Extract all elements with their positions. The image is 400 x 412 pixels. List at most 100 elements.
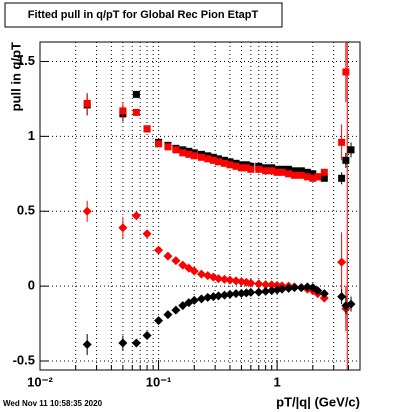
marker (254, 279, 264, 289)
marker (273, 168, 281, 176)
marker (296, 283, 306, 293)
marker (297, 167, 305, 175)
marker (143, 125, 151, 133)
marker (225, 275, 235, 285)
marker (196, 269, 206, 279)
marker (309, 170, 317, 178)
y-tick-label: -0.5 (13, 352, 35, 367)
marker (190, 152, 198, 160)
marker (284, 283, 294, 293)
marker (178, 260, 188, 270)
marker (303, 168, 311, 176)
marker (289, 283, 299, 293)
marker (231, 276, 241, 286)
marker (302, 282, 312, 292)
marker (155, 140, 163, 148)
marker (320, 174, 328, 182)
y-tick-label: 1 (28, 128, 35, 143)
marker (338, 138, 346, 146)
marker (118, 223, 128, 233)
marker (342, 156, 350, 164)
marker (232, 162, 240, 170)
marker (154, 316, 164, 326)
marker (213, 291, 223, 301)
plot-frame (39, 41, 361, 371)
marker (185, 150, 193, 158)
marker (285, 170, 293, 178)
marker (82, 340, 92, 350)
marker (319, 289, 329, 299)
marker (347, 146, 355, 154)
marker (196, 294, 206, 304)
marker (189, 295, 199, 305)
marker (261, 286, 271, 296)
y-axis-label: pull in q/pT (8, 42, 23, 111)
marker (197, 153, 205, 161)
marker (338, 174, 346, 182)
title-box (4, 2, 283, 28)
marker (342, 68, 350, 76)
marker (290, 171, 298, 179)
marker (214, 158, 222, 166)
marker (320, 168, 328, 176)
x-tick-label: 1 (274, 374, 281, 389)
marker (83, 99, 91, 107)
marker (154, 245, 164, 255)
marker (171, 305, 181, 315)
x-tick-label: 10⁻² (27, 374, 53, 389)
marker (297, 171, 305, 179)
marker (247, 165, 255, 173)
marker (131, 211, 141, 221)
marker (142, 229, 152, 239)
marker (242, 164, 250, 172)
marker (220, 274, 230, 284)
marker (313, 286, 323, 296)
marker (226, 161, 234, 169)
marker (314, 173, 322, 181)
footer-date: Wed Nov 11 10:58:35 2020 (3, 399, 103, 408)
marker (267, 286, 277, 296)
y-tick-label: 1.5 (17, 53, 35, 68)
marker (303, 173, 311, 181)
marker (118, 338, 128, 348)
marker (221, 159, 229, 167)
marker (246, 287, 256, 297)
marker (285, 165, 293, 173)
marker (337, 257, 347, 267)
marker (204, 155, 212, 163)
marker (268, 167, 276, 175)
marker (278, 168, 286, 176)
marker (254, 287, 264, 297)
marker (209, 156, 217, 164)
marker (290, 167, 298, 175)
marker (132, 108, 140, 116)
marker (178, 301, 188, 311)
marker (225, 289, 235, 299)
marker (309, 174, 317, 182)
marker (220, 290, 230, 300)
marker (131, 338, 141, 348)
marker (246, 278, 256, 288)
marker (163, 251, 173, 261)
marker (164, 143, 172, 151)
marker (189, 266, 199, 276)
marker (255, 165, 263, 173)
marker (203, 292, 213, 302)
marker (142, 331, 152, 341)
marker (337, 292, 347, 302)
marker (231, 289, 241, 299)
marker (267, 280, 277, 290)
marker (119, 107, 127, 115)
marker (277, 284, 287, 294)
marker (171, 256, 181, 266)
marker (179, 149, 187, 157)
x-tick-label: 10⁻¹ (146, 374, 172, 389)
marker (237, 164, 245, 172)
marker (213, 274, 223, 284)
marker (172, 146, 180, 154)
marker (261, 280, 271, 290)
y-tick-label: 0.5 (17, 203, 35, 218)
marker (346, 299, 356, 309)
marker (132, 90, 140, 98)
